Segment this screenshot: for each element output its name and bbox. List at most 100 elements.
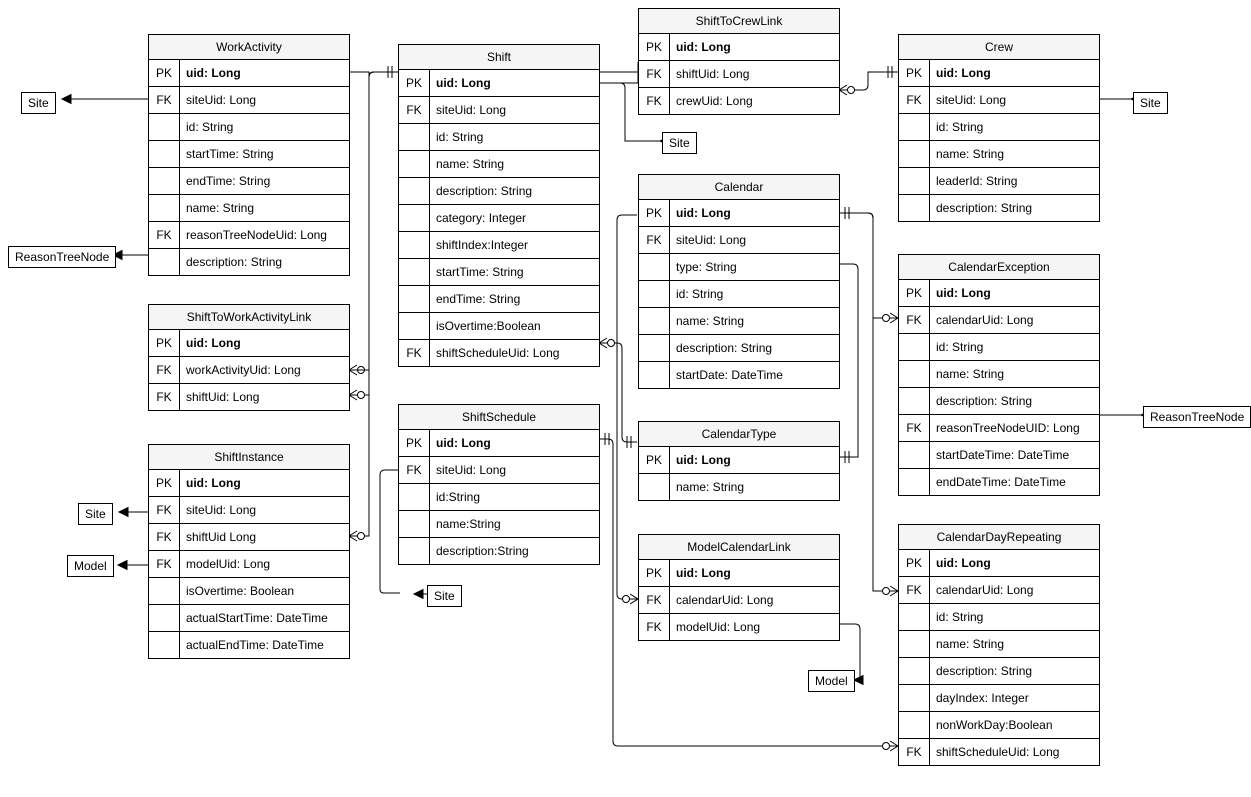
entity-ShiftToCrewLink: ShiftToCrewLinkPKuid: LongFKshiftUid: Lo… [638, 8, 840, 115]
entity-row: FKsiteUid: Long [639, 227, 839, 254]
entity-Shift: ShiftPKuid: LongFKsiteUid: Longid: Strin… [398, 44, 600, 367]
field-cell: description: String [930, 388, 1099, 414]
entity-row: PKuid: Long [899, 550, 1099, 577]
field-cell: actualStartTime: DateTime [180, 605, 349, 631]
entity-row: name: String [639, 308, 839, 335]
field-cell: uid: Long [180, 470, 349, 496]
key-cell: FK [899, 577, 930, 603]
er-diagram-canvas: WorkActivityPKuid: LongFKsiteUid: Longid… [0, 0, 1251, 797]
key-cell: PK [639, 447, 670, 473]
key-cell [639, 474, 670, 500]
entity-row: id: String [149, 114, 349, 141]
entity-row: actualEndTime: DateTime [149, 632, 349, 658]
key-cell [639, 254, 670, 280]
entity-row: description:String [399, 538, 599, 564]
key-cell: FK [639, 61, 670, 87]
key-cell [149, 114, 180, 140]
entity-row: description: String [899, 388, 1099, 415]
field-cell: isOvertime: Boolean [180, 578, 349, 604]
key-cell [399, 124, 430, 150]
key-cell [899, 685, 930, 711]
entity-CalendarType: CalendarTypePKuid: Longname: String [638, 421, 840, 501]
entity-row: shiftIndex:Integer [399, 232, 599, 259]
entity-title: CalendarDayRepeating [899, 525, 1099, 550]
entity-ModelCalendarLink: ModelCalendarLinkPKuid: LongFKcalendarUi… [638, 534, 840, 641]
ref-site: Site [662, 132, 697, 154]
key-cell [899, 469, 930, 495]
field-cell: uid: Long [670, 200, 839, 226]
field-cell: uid: Long [930, 60, 1099, 86]
key-cell: PK [899, 280, 930, 306]
key-cell [639, 281, 670, 307]
key-cell [899, 631, 930, 657]
key-cell: FK [149, 497, 180, 523]
entity-title: WorkActivity [149, 35, 349, 60]
field-cell: name: String [430, 151, 599, 177]
field-cell: siteUid: Long [930, 87, 1099, 113]
field-cell: siteUid: Long [180, 87, 349, 113]
key-cell: FK [149, 384, 180, 410]
key-cell: FK [149, 222, 180, 248]
field-cell: endDateTime: DateTime [930, 469, 1099, 495]
entity-row: FKmodelUid: Long [639, 614, 839, 640]
field-cell: startDate: DateTime [670, 362, 839, 388]
field-cell: category: Integer [430, 205, 599, 231]
key-cell [149, 632, 180, 658]
key-cell: FK [899, 415, 930, 441]
field-cell: id: String [430, 124, 599, 150]
entity-row: leaderId: String [899, 168, 1099, 195]
field-cell: modelUid: Long [670, 614, 839, 640]
field-cell: endTime: String [180, 168, 349, 194]
key-cell [899, 388, 930, 414]
field-cell: reasonTreeNodeUid: Long [180, 222, 349, 248]
entity-row: id: String [899, 604, 1099, 631]
key-cell: PK [149, 470, 180, 496]
field-cell: uid: Long [670, 34, 839, 60]
key-cell [899, 114, 930, 140]
key-cell [399, 511, 430, 537]
key-cell [399, 259, 430, 285]
entity-row: id:String [399, 484, 599, 511]
field-cell: crewUid: Long [670, 88, 839, 114]
field-cell: name: String [930, 631, 1099, 657]
entity-row: id: String [899, 334, 1099, 361]
entity-row: description: String [639, 335, 839, 362]
key-cell: PK [399, 70, 430, 96]
key-cell [399, 151, 430, 177]
entity-row: FKshiftUid: Long [149, 384, 349, 410]
entity-ShiftToWorkActivityLink: ShiftToWorkActivityLinkPKuid: LongFKwork… [148, 304, 350, 411]
entity-row: dayIndex: Integer [899, 685, 1099, 712]
key-cell [399, 286, 430, 312]
entity-row: PKuid: Long [899, 280, 1099, 307]
entity-row: nonWorkDay:Boolean [899, 712, 1099, 739]
entity-row: PKuid: Long [399, 70, 599, 97]
entity-row: name:String [399, 511, 599, 538]
field-cell: id:String [430, 484, 599, 510]
entity-row: FKshiftScheduleUid: Long [899, 739, 1099, 765]
entity-row: actualStartTime: DateTime [149, 605, 349, 632]
entity-row: category: Integer [399, 205, 599, 232]
field-cell: startTime: String [430, 259, 599, 285]
key-cell: PK [639, 560, 670, 586]
entity-row: PKuid: Long [399, 430, 599, 457]
field-cell: name:String [430, 511, 599, 537]
field-cell: reasonTreeNodeUID: Long [930, 415, 1099, 441]
entity-title: ShiftSchedule [399, 405, 599, 430]
entity-ShiftInstance: ShiftInstancePKuid: LongFKsiteUid: LongF… [148, 444, 350, 659]
key-cell: FK [639, 614, 670, 640]
field-cell: shiftScheduleUid: Long [930, 739, 1099, 765]
key-cell [399, 313, 430, 339]
entity-row: FKsiteUid: Long [399, 457, 599, 484]
entity-CalendarDayRepeating: CalendarDayRepeatingPKuid: LongFKcalenda… [898, 524, 1100, 766]
field-cell: name: String [670, 308, 839, 334]
entity-row: id: String [639, 281, 839, 308]
key-cell: FK [899, 739, 930, 765]
entity-row: id: String [399, 124, 599, 151]
entity-row: name: String [399, 151, 599, 178]
key-cell: PK [149, 60, 180, 86]
field-cell: shiftUid Long [180, 524, 349, 550]
key-cell: FK [399, 340, 430, 366]
field-cell: uid: Long [430, 70, 599, 96]
key-cell: PK [899, 550, 930, 576]
field-cell: uid: Long [930, 550, 1099, 576]
